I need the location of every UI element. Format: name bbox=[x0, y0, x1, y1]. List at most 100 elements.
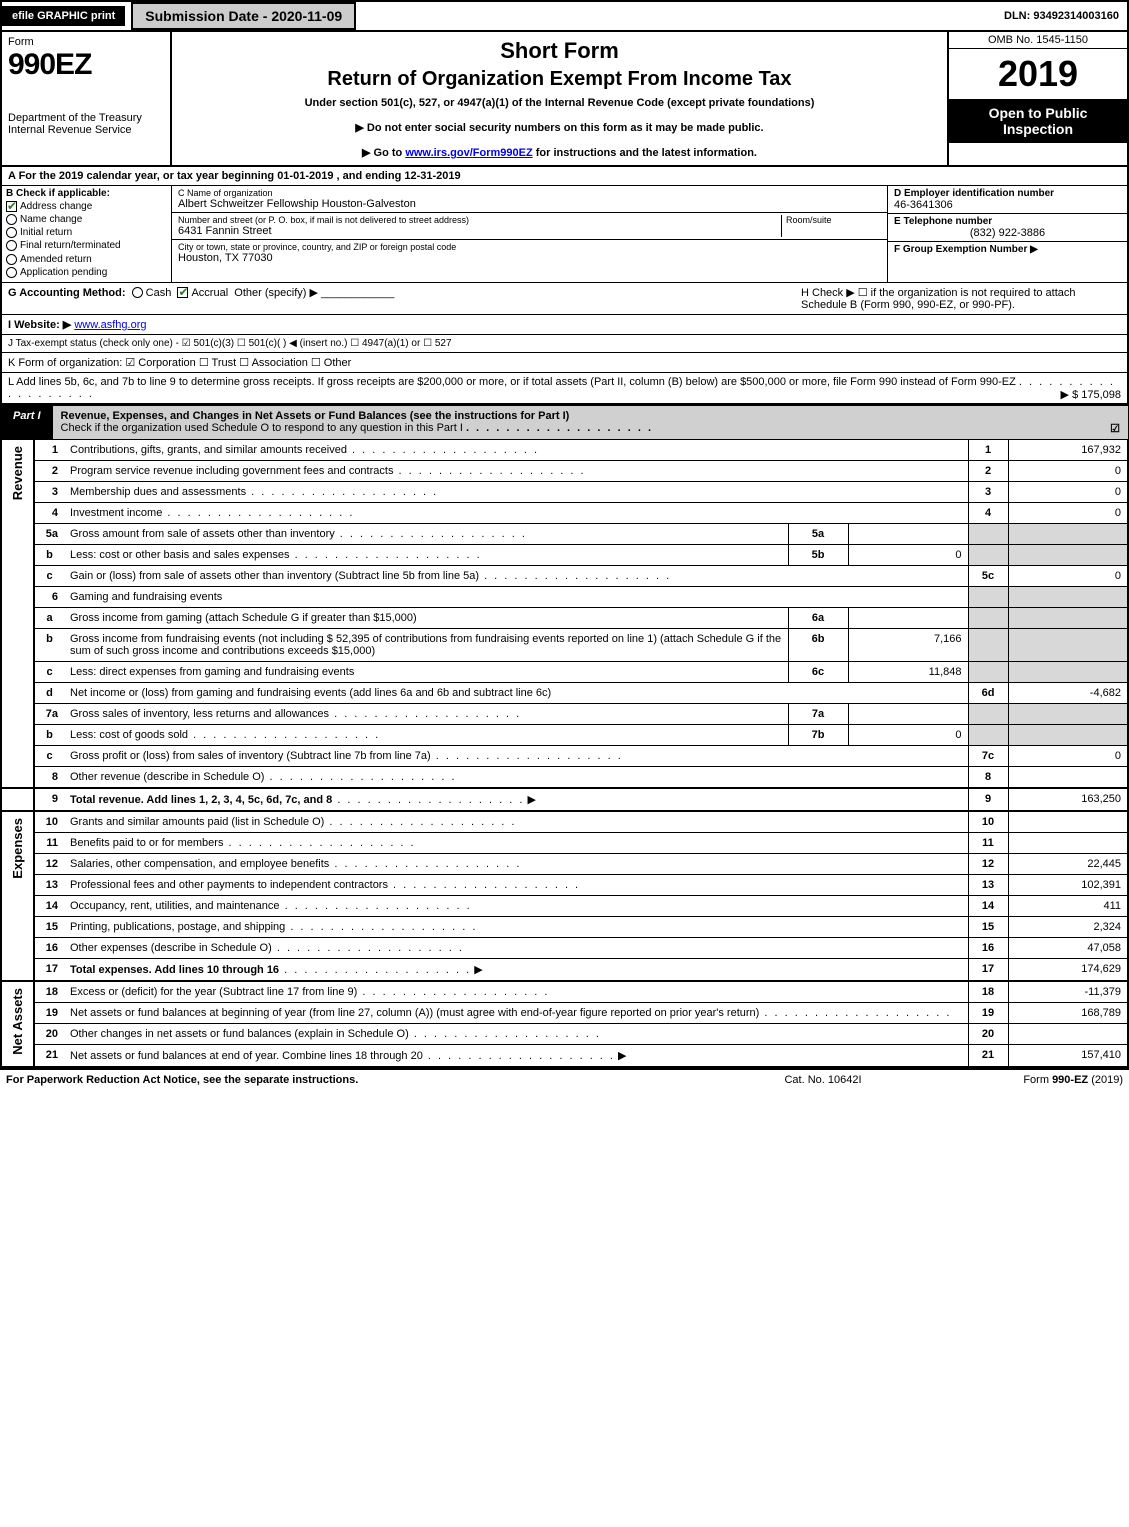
accounting-method-label: G Accounting Method: bbox=[8, 287, 126, 299]
chk-cash[interactable] bbox=[132, 287, 143, 298]
street-label: Number and street (or P. O. box, if mail… bbox=[178, 215, 781, 225]
line-a-tax-year: A For the 2019 calendar year, or tax yea… bbox=[0, 167, 1129, 186]
entity-info-block: B Check if applicable: Address change Na… bbox=[0, 186, 1129, 283]
line21-net-assets-eoy: 157,410 bbox=[1008, 1044, 1128, 1067]
chk-name-change[interactable] bbox=[6, 214, 17, 225]
form-header: Form 990EZ Department of the Treasury In… bbox=[0, 32, 1129, 167]
line17-total-expenses: 174,629 bbox=[1008, 958, 1128, 981]
line5a-amount bbox=[848, 523, 968, 544]
dept-treasury: Department of the Treasury bbox=[8, 112, 164, 124]
line5c-amount: 0 bbox=[1008, 565, 1128, 586]
form-version: Form 990-EZ (2019) bbox=[923, 1074, 1123, 1086]
line14-amount: 411 bbox=[1008, 895, 1128, 916]
website-label: I Website: ▶ bbox=[8, 319, 71, 331]
expenses-section-label: Expenses bbox=[8, 816, 27, 881]
org-name-label: C Name of organization bbox=[178, 188, 881, 198]
line20-amount bbox=[1008, 1023, 1128, 1044]
city-state-zip: Houston, TX 77030 bbox=[178, 252, 881, 264]
header-right: OMB No. 1545-1150 2019 Open to Public In… bbox=[947, 32, 1127, 165]
part1-schedule-o-check: ☑ bbox=[1110, 422, 1120, 435]
line15-amount: 2,324 bbox=[1008, 916, 1128, 937]
form-label: Form bbox=[8, 36, 164, 48]
line3-amount: 0 bbox=[1008, 481, 1128, 502]
dln: DLN: 93492314003160 bbox=[1004, 10, 1127, 22]
line8-amount bbox=[1008, 766, 1128, 788]
goto-pre: ▶ Go to bbox=[362, 147, 405, 159]
ssn-warning: ▶ Do not enter social security numbers o… bbox=[182, 121, 937, 134]
ein-value: 46-3641306 bbox=[894, 199, 1121, 211]
chk-initial-return[interactable] bbox=[6, 227, 17, 238]
chk-accrual[interactable] bbox=[177, 287, 188, 298]
chk-final-return[interactable] bbox=[6, 240, 17, 251]
dept-irs: Internal Revenue Service bbox=[8, 124, 164, 136]
box-def: D Employer identification number 46-3641… bbox=[887, 186, 1127, 282]
short-form-title: Short Form bbox=[182, 38, 937, 64]
top-bar: efile GRAPHIC print Submission Date - 20… bbox=[0, 0, 1129, 32]
box-b-title: B Check if applicable: bbox=[6, 188, 110, 199]
goto-post: for instructions and the latest informat… bbox=[533, 147, 757, 159]
phone-value: (832) 922-3886 bbox=[894, 227, 1121, 239]
chk-amended-return[interactable] bbox=[6, 254, 17, 265]
line6b-amount: 7,166 bbox=[848, 628, 968, 661]
line11-amount bbox=[1008, 832, 1128, 853]
goto-instructions: ▶ Go to www.irs.gov/Form990EZ for instru… bbox=[182, 146, 937, 159]
efile-print-button[interactable]: efile GRAPHIC print bbox=[2, 6, 125, 26]
ein-label: D Employer identification number bbox=[894, 188, 1121, 199]
line5b-amount: 0 bbox=[848, 544, 968, 565]
form-title: Return of Organization Exempt From Incom… bbox=[182, 68, 937, 91]
line6c-amount: 11,848 bbox=[848, 661, 968, 682]
omb-number: OMB No. 1545-1150 bbox=[949, 32, 1127, 49]
form-number: 990EZ bbox=[8, 48, 164, 82]
part1-header: Part I Revenue, Expenses, and Changes in… bbox=[0, 405, 1129, 440]
line-l-gross-receipts: L Add lines 5b, 6c, and 7b to line 9 to … bbox=[0, 373, 1129, 405]
part1-number: Part I bbox=[1, 406, 53, 439]
line-k-org-form: K Form of organization: ☑ Corporation ☐ … bbox=[0, 353, 1129, 373]
header-center: Short Form Return of Organization Exempt… bbox=[172, 32, 947, 165]
tax-year: 2019 bbox=[949, 49, 1127, 99]
line10-amount bbox=[1008, 811, 1128, 833]
room-label: Room/suite bbox=[786, 215, 881, 225]
part1-sub: Check if the organization used Schedule … bbox=[61, 422, 463, 434]
line1-amount: 167,932 bbox=[1008, 440, 1128, 461]
part1-table: Revenue 1 Contributions, gifts, grants, … bbox=[0, 440, 1129, 1068]
irs-link[interactable]: www.irs.gov/Form990EZ bbox=[405, 147, 532, 159]
line6d-amount: -4,682 bbox=[1008, 682, 1128, 703]
line7b-amount: 0 bbox=[848, 724, 968, 745]
form-subtitle: Under section 501(c), 527, or 4947(a)(1)… bbox=[182, 97, 937, 109]
paperwork-notice: For Paperwork Reduction Act Notice, see … bbox=[6, 1074, 723, 1086]
submission-date: Submission Date - 2020-11-09 bbox=[131, 2, 356, 30]
line19-amount: 168,789 bbox=[1008, 1002, 1128, 1023]
line-j-tax-status: J Tax-exempt status (check only one) - ☑… bbox=[0, 335, 1129, 353]
line2-amount: 0 bbox=[1008, 460, 1128, 481]
catalog-number: Cat. No. 10642I bbox=[723, 1074, 923, 1086]
net-assets-section-label: Net Assets bbox=[8, 986, 27, 1057]
chk-address-change[interactable] bbox=[6, 201, 17, 212]
open-to-public: Open to Public Inspection bbox=[949, 99, 1127, 143]
chk-application-pending[interactable] bbox=[6, 267, 17, 278]
city-label: City or town, state or province, country… bbox=[178, 242, 881, 252]
line12-amount: 22,445 bbox=[1008, 853, 1128, 874]
page-footer: For Paperwork Reduction Act Notice, see … bbox=[0, 1068, 1129, 1090]
line18-amount: -11,379 bbox=[1008, 981, 1128, 1003]
line4-amount: 0 bbox=[1008, 502, 1128, 523]
revenue-section-label: Revenue bbox=[8, 444, 27, 502]
header-left: Form 990EZ Department of the Treasury In… bbox=[2, 32, 172, 165]
line16-amount: 47,058 bbox=[1008, 937, 1128, 958]
line13-amount: 102,391 bbox=[1008, 874, 1128, 895]
line9-total-revenue: 163,250 bbox=[1008, 788, 1128, 811]
website-link[interactable]: www.asfhg.org bbox=[74, 319, 146, 331]
line-i-website: I Website: ▶ www.asfhg.org bbox=[0, 315, 1129, 335]
street-address: 6431 Fannin Street bbox=[178, 225, 781, 237]
part1-title: Revenue, Expenses, and Changes in Net As… bbox=[61, 410, 570, 422]
line-g-h: G Accounting Method: Cash Accrual Other … bbox=[0, 283, 1129, 315]
line7a-amount bbox=[848, 703, 968, 724]
line-h: H Check ▶ ☐ if the organization is not r… bbox=[801, 286, 1121, 311]
org-name: Albert Schweitzer Fellowship Houston-Gal… bbox=[178, 198, 881, 210]
line7c-amount: 0 bbox=[1008, 745, 1128, 766]
box-b-checkboxes: B Check if applicable: Address change Na… bbox=[2, 186, 172, 282]
box-c: C Name of organization Albert Schweitzer… bbox=[172, 186, 887, 282]
phone-label: E Telephone number bbox=[894, 216, 1121, 227]
group-exemption-label: F Group Exemption Number ▶ bbox=[894, 244, 1121, 255]
gross-receipts-amount: ▶ $ 175,098 bbox=[1061, 388, 1121, 401]
line6a-amount bbox=[848, 607, 968, 628]
